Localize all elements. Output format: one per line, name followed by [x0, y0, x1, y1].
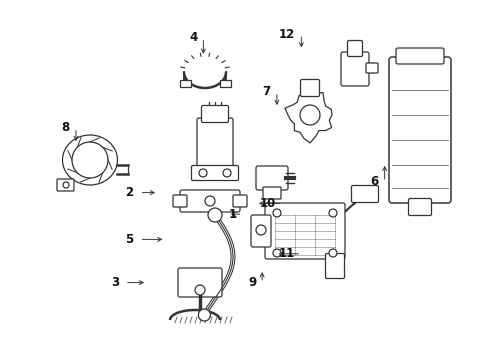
Circle shape	[256, 225, 266, 235]
Circle shape	[63, 182, 69, 188]
Circle shape	[195, 285, 205, 295]
FancyBboxPatch shape	[233, 195, 247, 207]
Text: 9: 9	[248, 276, 256, 289]
Circle shape	[205, 196, 215, 206]
Text: 6: 6	[370, 175, 379, 188]
FancyBboxPatch shape	[389, 57, 451, 203]
Circle shape	[329, 209, 337, 217]
FancyBboxPatch shape	[220, 80, 230, 86]
Circle shape	[198, 309, 210, 321]
FancyBboxPatch shape	[396, 48, 444, 64]
FancyBboxPatch shape	[347, 40, 363, 57]
FancyBboxPatch shape	[173, 195, 187, 207]
Text: 1: 1	[228, 208, 237, 221]
Polygon shape	[285, 92, 332, 143]
FancyBboxPatch shape	[178, 268, 222, 297]
Text: 10: 10	[260, 197, 276, 210]
Circle shape	[208, 208, 222, 222]
FancyBboxPatch shape	[192, 166, 239, 180]
FancyBboxPatch shape	[300, 80, 319, 96]
FancyBboxPatch shape	[179, 80, 191, 86]
Text: 12: 12	[279, 28, 295, 41]
FancyBboxPatch shape	[251, 215, 271, 247]
Text: 3: 3	[111, 276, 119, 289]
FancyBboxPatch shape	[197, 118, 233, 170]
Text: 5: 5	[125, 233, 134, 246]
Circle shape	[223, 169, 231, 177]
Circle shape	[199, 169, 207, 177]
Circle shape	[72, 142, 108, 178]
FancyBboxPatch shape	[180, 190, 240, 212]
FancyBboxPatch shape	[57, 179, 74, 191]
Text: 8: 8	[62, 121, 70, 134]
FancyBboxPatch shape	[409, 198, 432, 216]
FancyBboxPatch shape	[265, 203, 345, 259]
FancyBboxPatch shape	[325, 253, 344, 279]
FancyBboxPatch shape	[366, 63, 378, 73]
Text: 7: 7	[263, 85, 271, 98]
Circle shape	[300, 105, 320, 125]
Circle shape	[273, 249, 281, 257]
FancyBboxPatch shape	[263, 187, 281, 199]
Circle shape	[329, 249, 337, 257]
Ellipse shape	[63, 135, 118, 185]
Text: 4: 4	[189, 31, 197, 44]
Text: 11: 11	[279, 247, 295, 260]
Text: 2: 2	[125, 186, 134, 199]
Circle shape	[273, 209, 281, 217]
FancyBboxPatch shape	[256, 166, 288, 190]
FancyBboxPatch shape	[201, 105, 228, 122]
FancyBboxPatch shape	[341, 52, 369, 86]
FancyBboxPatch shape	[351, 185, 378, 202]
